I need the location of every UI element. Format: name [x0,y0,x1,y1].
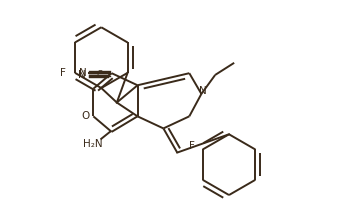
Text: H₂N: H₂N [83,139,102,149]
Text: N: N [199,86,207,96]
Text: F: F [60,68,66,78]
Text: N: N [79,68,87,78]
Text: O: O [82,111,90,121]
Text: C: C [97,70,102,79]
Text: N: N [78,70,86,80]
Text: F: F [190,141,195,151]
